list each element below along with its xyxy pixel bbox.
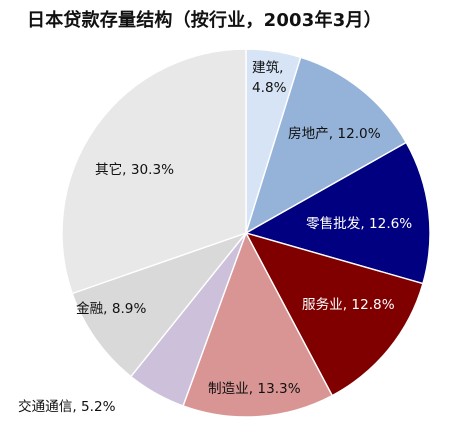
pie-slice-2 <box>244 56 408 235</box>
slice-label-3: 零售批发, 12.6% <box>306 216 412 232</box>
labels-layer: 建筑, 4.8% 房地产, 12.0% 零售批发, 12.6% 服务业, 12.8% 制造… <box>18 60 412 415</box>
slices-layer <box>61 48 431 418</box>
pie-slice-8 <box>61 48 247 295</box>
pie-slice-3 <box>244 141 431 285</box>
pie-slice-4 <box>244 231 424 397</box>
slice-label-8: 其它, 30.3% <box>95 161 174 178</box>
slice-label-5: 制造业, 13.3% <box>208 381 301 397</box>
chart-title: 日本贷款存量结构（按行业，2003年3月） <box>27 10 382 31</box>
pie-slice-5 <box>182 231 334 418</box>
pie-slice-7 <box>71 231 249 378</box>
slice-label-7: 金融, 8.9% <box>76 301 146 317</box>
slice-label-4: 服务业, 12.8% <box>302 297 395 313</box>
slice-label-6: 交通通信, 5.2% <box>18 398 116 415</box>
slice-label-1: 建筑, 4.8% <box>252 60 287 96</box>
slice-label-2: 房地产, 12.0% <box>288 126 381 142</box>
